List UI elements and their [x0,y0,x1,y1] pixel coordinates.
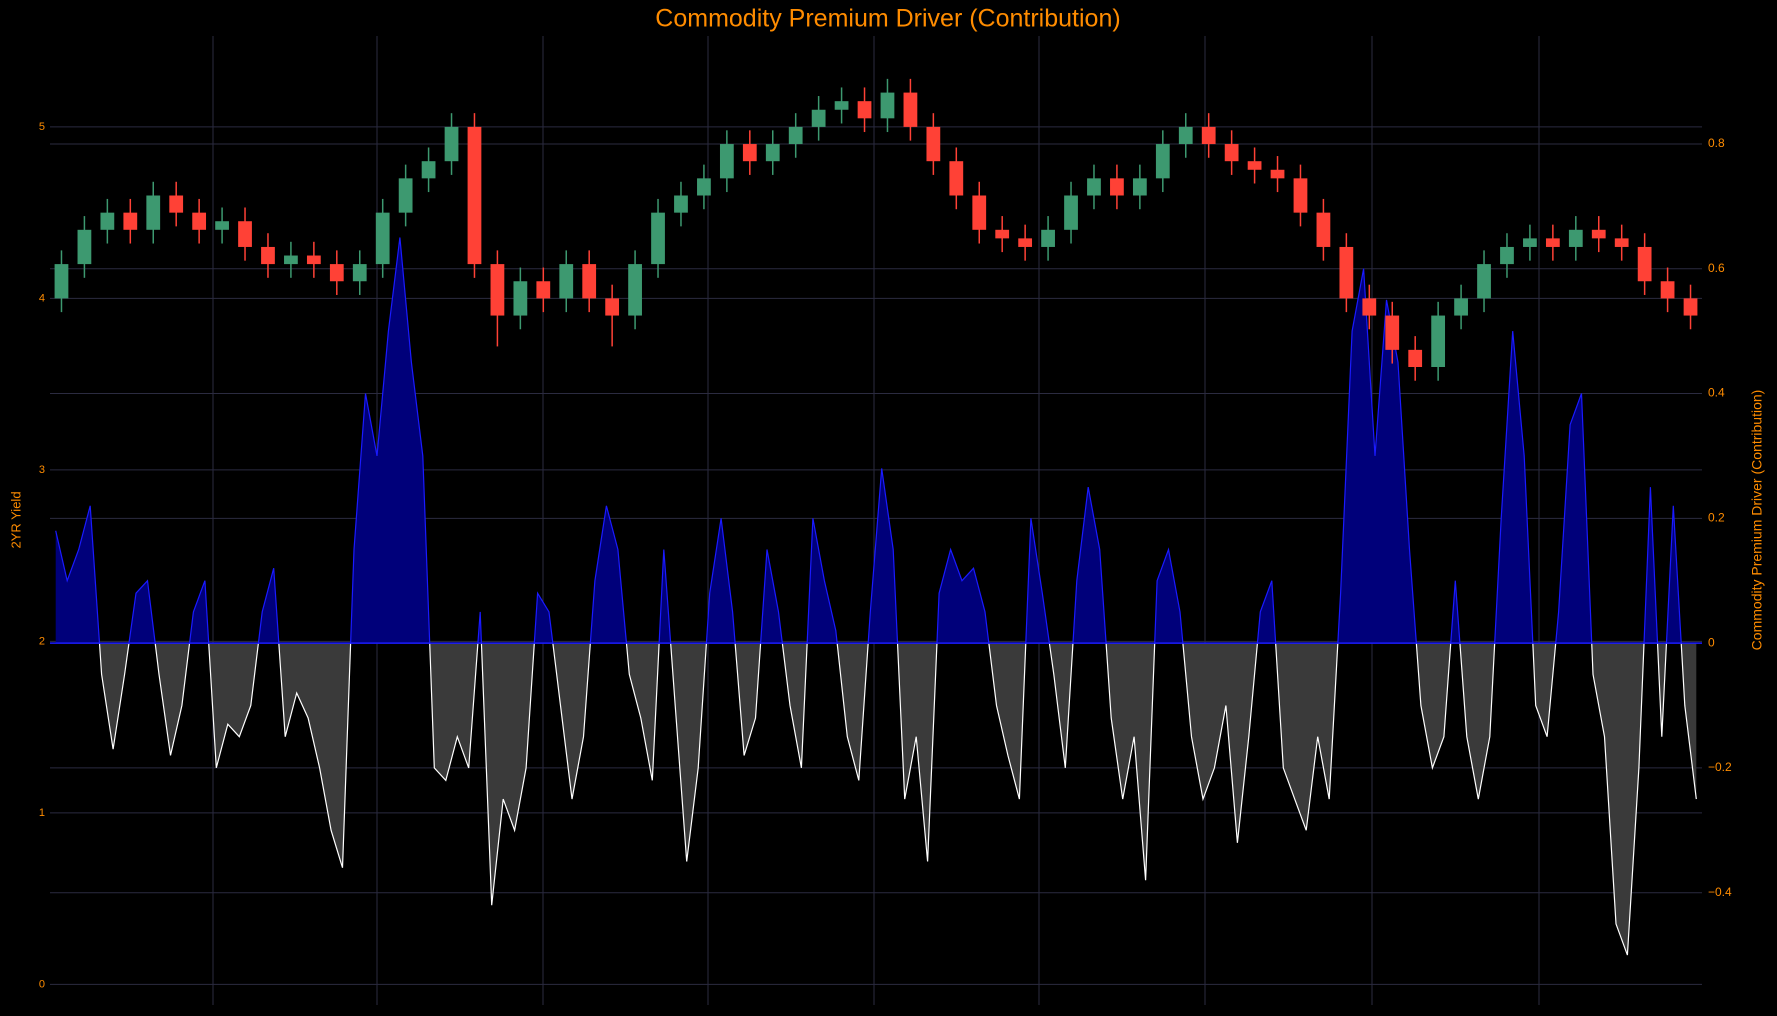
candle-body [1155,144,1170,179]
candle-body [444,126,459,162]
candle-body [1316,212,1331,247]
area-positive-fill [55,237,1682,644]
candle-body [238,221,252,247]
candle-body [1018,238,1033,247]
candle-body [1683,298,1698,316]
candle-body [421,161,436,179]
candle-body [949,161,964,196]
candle-body [1660,281,1675,299]
candle-body [1614,238,1629,247]
candle-body [582,264,597,299]
candle-body [215,221,229,230]
y-axis-title: 2YR Yield [8,491,23,548]
area-positive-line [55,237,1682,644]
candle-body [1201,126,1216,145]
candle-body [352,264,367,282]
candle-body [1087,178,1101,196]
candle-body [765,144,780,162]
candle-body [77,229,92,265]
candle-body [1132,178,1147,196]
candle-body [1293,178,1308,213]
y2-tick-label: 0.2 [1708,510,1725,524]
candle-body [536,281,551,299]
candle-body [1270,169,1285,179]
candle-body [742,144,757,162]
y2-axis-title: Commodity Premium Driver (Contribution) [1749,390,1765,651]
candle-body [1568,229,1583,247]
candle-body [1454,298,1468,316]
candle-body [1362,298,1377,316]
candle-body [1247,161,1262,170]
candle-body [169,195,184,213]
candle-body [261,246,275,265]
candle-body [995,229,1010,239]
candle-body [1637,246,1652,282]
candle-body [903,92,918,127]
candle-body [926,126,941,162]
candle-body [1339,246,1354,299]
y2-tick-label: 0.6 [1708,261,1725,275]
y-tick-label: 3 [39,464,45,476]
candle-body [398,178,413,213]
candle-body [651,212,665,265]
candle-body [284,255,298,265]
candle-body [972,195,987,230]
y2-tick-label: 0.8 [1708,136,1725,150]
y-tick-label: 2 [39,635,45,647]
candle-body [880,92,895,119]
candle-body [559,264,574,299]
y2-tick-label: −0.2 [1708,760,1732,774]
candle-body [788,126,803,145]
candle-body [1041,229,1055,247]
candle-body [1431,315,1446,368]
y-tick-label: 0 [39,978,45,990]
candle-body [674,195,688,213]
y-tick-label: 1 [39,807,45,819]
candle-body [628,264,642,316]
y-tick-label: 4 [39,292,45,304]
candle-body [192,212,207,230]
candle-body [605,298,620,316]
y2-tick-label: 0 [1708,635,1715,649]
candle-body [1178,126,1193,145]
candle-body [490,264,505,316]
candle-body [375,212,390,265]
candle-body [306,255,321,265]
candle-body [1408,349,1423,368]
candle-body [1224,144,1239,162]
candle-body [329,264,344,282]
candle-body [54,264,69,299]
candle-body [834,101,849,110]
candle-body [123,212,138,230]
candle-body [100,212,115,230]
candle-body [513,281,528,316]
candle-body [857,101,872,119]
candle-body [811,109,826,127]
candle-body [1064,195,1078,230]
area-negative-line [98,643,1697,956]
candle-body [719,144,734,179]
y2-tick-label: −0.4 [1708,885,1732,899]
chart-title: Commodity Premium Driver (Contribution) [655,5,1120,33]
candle-body [697,178,711,196]
candle-body [1500,246,1514,265]
y-tick-label: 5 [39,121,45,133]
candle-body [1110,178,1124,196]
candle-body [146,195,161,230]
candle-body [1477,264,1491,299]
area-negative-fill [55,643,1697,956]
candle-body [1591,229,1606,239]
candle-body [1523,238,1537,247]
y2-tick-label: 0.4 [1708,386,1725,400]
candle-body [1385,315,1400,350]
candle-body [467,126,482,265]
candle-body [1545,238,1560,247]
